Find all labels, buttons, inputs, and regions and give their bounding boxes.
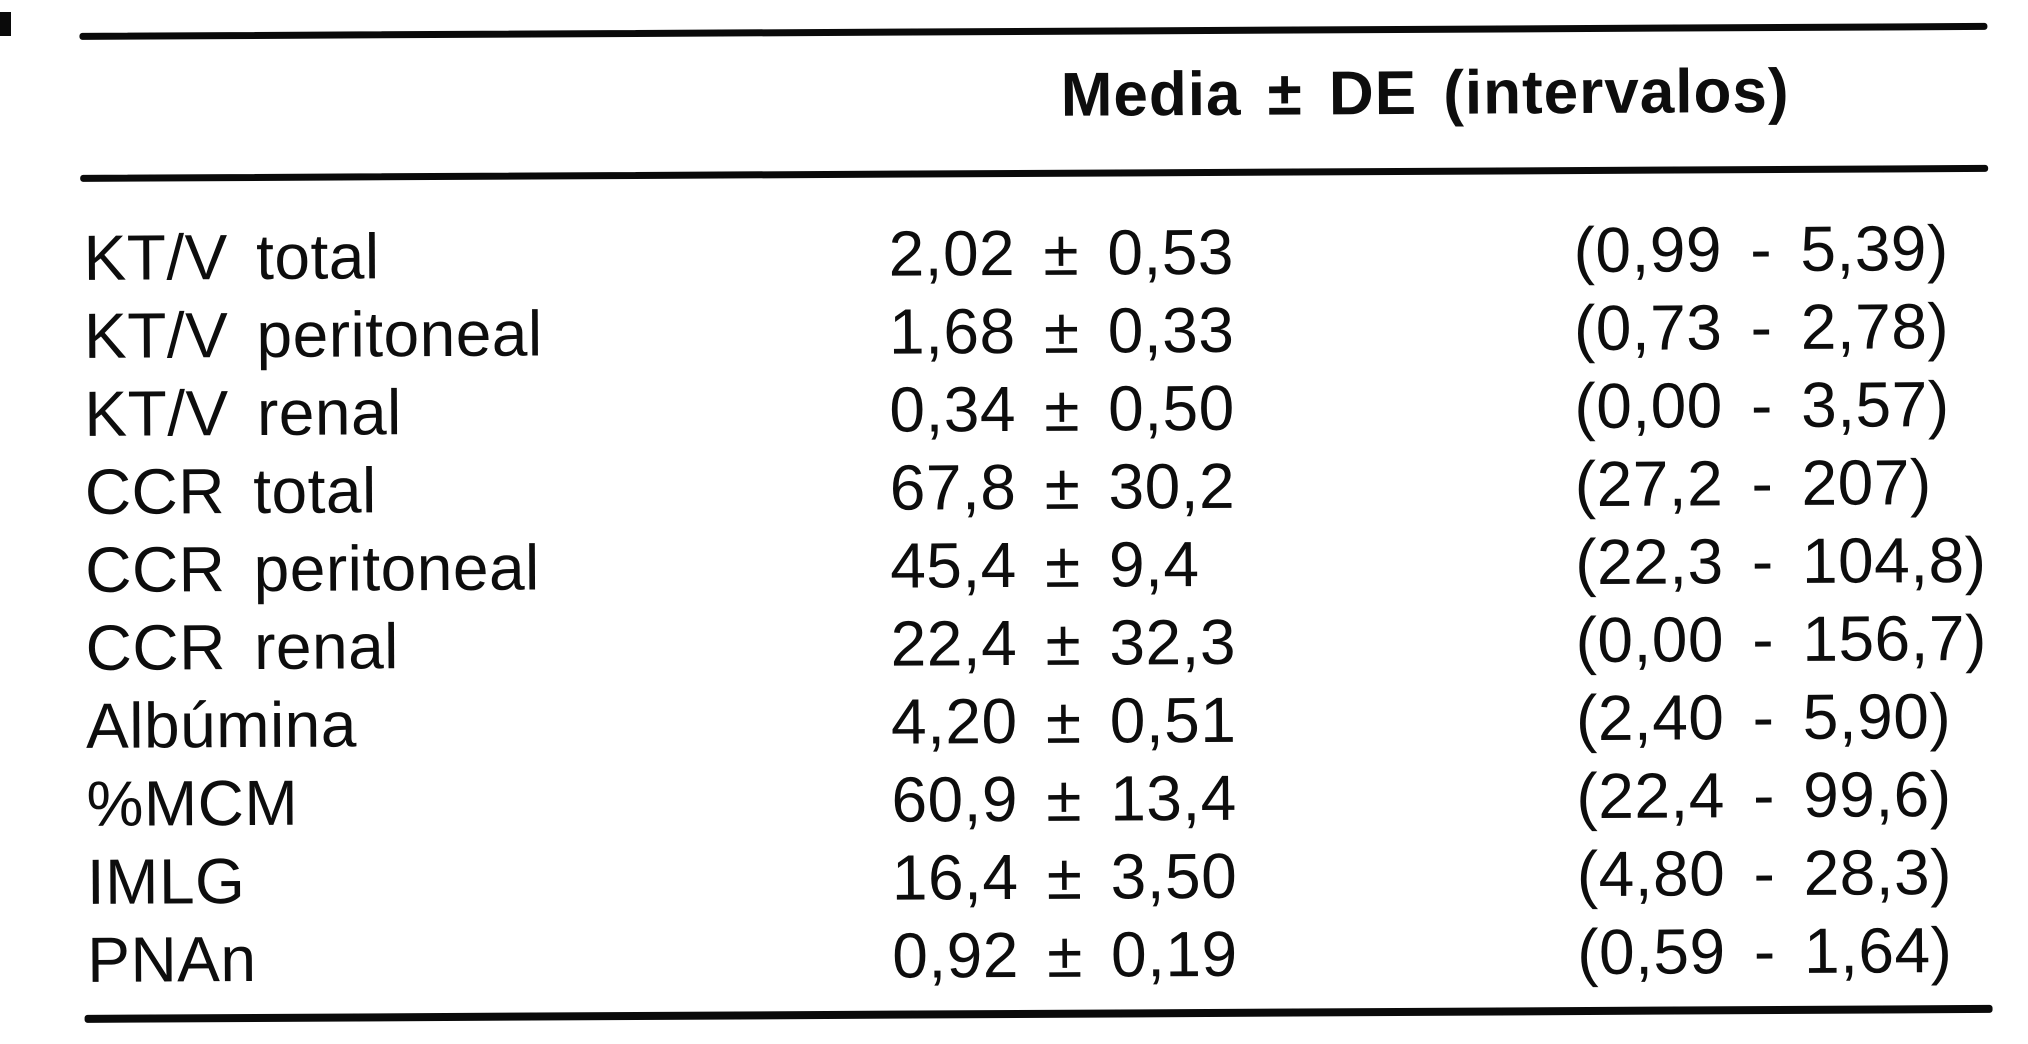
row-mean-sd: 4,20 ± 0,51 [890, 683, 1237, 758]
row-label: CCR renal [85, 610, 400, 684]
row-mean-sd: 16,4 ± 3,50 [891, 839, 1238, 914]
table-row: CCR renal 22,4 ± 32,3 (0,00 - 156,7) [85, 599, 2012, 687]
row-label: %MCM [86, 766, 299, 840]
row-mean-sd: 45,4 ± 9,4 [890, 528, 1200, 602]
table-row: KT/V total 2,02 ± 0,53 (0,99 - 5,39) [83, 209, 2010, 297]
row-interval: (0,59 - 1,64) [1577, 914, 1953, 989]
row-interval: (22,4 - 99,6) [1576, 758, 1952, 833]
row-interval: (0,00 - 3,57) [1574, 368, 1950, 443]
row-label: KT/V peritoneal [83, 297, 543, 372]
row-label: KT/V renal [84, 376, 402, 450]
table-row: PNAn 0,92 ± 0,19 (0,59 - 1,64) [87, 911, 2014, 999]
row-interval: (2,40 - 5,90) [1575, 680, 1952, 755]
table-row: KT/V renal 0,34 ± 0,50 (0,00 - 3,57) [84, 365, 2011, 453]
row-label: IMLG [86, 845, 246, 918]
row-interval: (27,2 - 207) [1574, 446, 1932, 521]
row-mean-sd: 0,92 ± 0,19 [892, 917, 1238, 992]
row-mean-sd: 67,8 ± 30,2 [889, 449, 1236, 524]
row-label: CCR total [84, 454, 377, 528]
row-interval: (0,99 - 5,39) [1573, 212, 1949, 287]
table-row: CCR total 67,8 ± 30,2 (27,2 - 207) [85, 443, 2012, 531]
row-label: CCR peritoneal [85, 531, 540, 606]
row-label: Albúmina [85, 688, 358, 762]
horizontal-rule-middle [80, 164, 1989, 182]
horizontal-rule-bottom [84, 1004, 1993, 1023]
row-interval: (4,80 - 28,3) [1576, 836, 1953, 911]
row-label: KT/V total [83, 220, 380, 294]
row-mean-sd: 1,68 ± 0,33 [888, 293, 1235, 368]
table-row: Albúmina 4,20 ± 0,51 (2,40 - 5,90) [86, 677, 2013, 765]
table-row: %MCM 60,9 ± 13,4 (22,4 - 99,6) [86, 755, 2013, 843]
row-interval: (0,73 - 2,78) [1573, 290, 1950, 365]
table-row: IMLG 16,4 ± 3,50 (4,80 - 28,3) [87, 833, 2014, 921]
row-mean-sd: 0,34 ± 0,50 [889, 371, 1235, 446]
scan-artifact [0, 12, 11, 36]
table-header: Media ± DE (intervalos) [1060, 56, 1790, 130]
horizontal-rule-top [79, 22, 1988, 40]
table-row: KT/V peritoneal 1,68 ± 0,33 (0,73 - 2,78… [84, 287, 2011, 375]
row-interval: (0,00 - 156,7) [1575, 601, 1988, 677]
row-label: PNAn [87, 922, 257, 996]
row-mean-sd: 60,9 ± 13,4 [891, 761, 1237, 836]
row-interval: (22,3 - 104,8) [1575, 523, 1987, 599]
table-row: CCR peritoneal 45,4 ± 9,4 (22,3 - 104,8) [85, 521, 2012, 609]
row-mean-sd: 2,02 ± 0,53 [888, 215, 1235, 290]
table-body: KT/V total 2,02 ± 0,53 (0,99 - 5,39) KT/… [83, 209, 2014, 999]
row-mean-sd: 22,4 ± 32,3 [890, 605, 1237, 680]
